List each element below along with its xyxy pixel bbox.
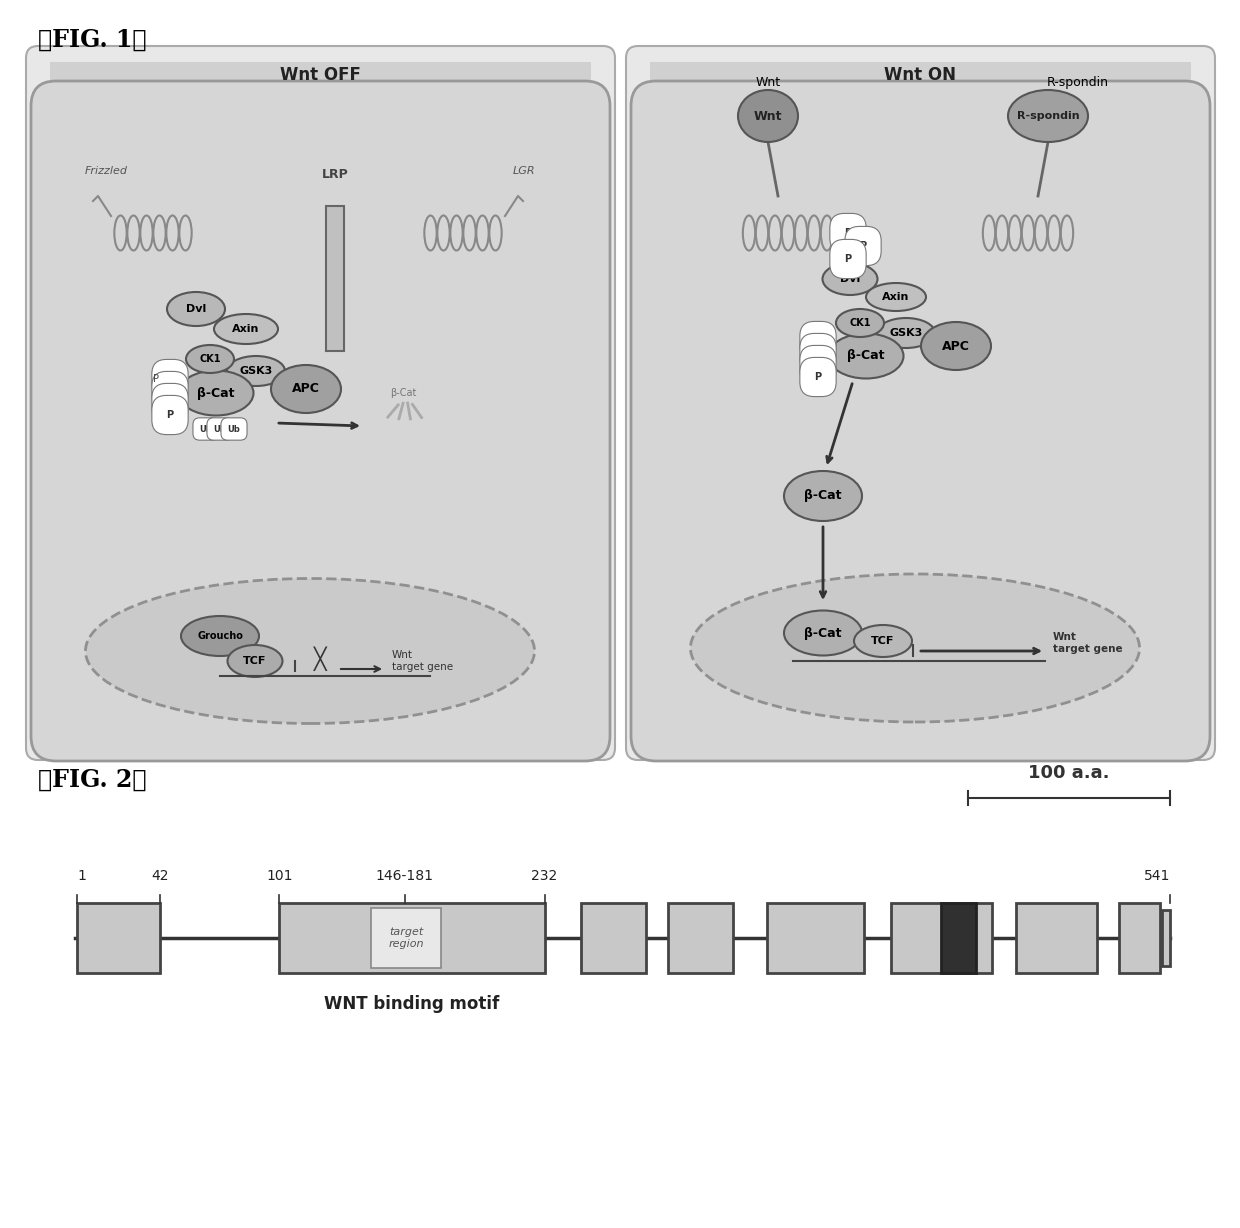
Ellipse shape	[179, 371, 253, 415]
Ellipse shape	[167, 292, 224, 325]
FancyBboxPatch shape	[31, 81, 610, 761]
Text: WNT binding motif: WNT binding motif	[325, 995, 500, 1013]
Text: P: P	[166, 375, 174, 384]
Text: 232: 232	[532, 869, 558, 883]
Text: Wnt
target gene: Wnt target gene	[1053, 632, 1122, 653]
Text: Axin: Axin	[883, 292, 910, 302]
Bar	[77, 903, 160, 973]
Text: LGR: LGR	[513, 166, 536, 176]
Text: β-Cat: β-Cat	[805, 490, 842, 502]
Ellipse shape	[186, 345, 234, 373]
Text: P: P	[815, 372, 822, 382]
FancyBboxPatch shape	[631, 81, 1210, 761]
Bar	[371, 907, 441, 968]
Bar	[1016, 903, 1097, 973]
Text: Ub: Ub	[200, 425, 212, 433]
Text: CK1: CK1	[200, 354, 221, 363]
Text: target
region: target region	[388, 927, 424, 949]
Ellipse shape	[836, 309, 884, 336]
Text: Dvl: Dvl	[839, 274, 861, 284]
Text: 42: 42	[151, 869, 169, 883]
Bar	[768, 903, 864, 973]
Ellipse shape	[1008, 90, 1087, 142]
FancyBboxPatch shape	[26, 45, 615, 760]
Ellipse shape	[738, 90, 799, 142]
Text: P: P	[815, 336, 822, 346]
Bar	[890, 903, 992, 973]
Ellipse shape	[227, 356, 285, 386]
Text: P: P	[815, 360, 822, 370]
Bar	[326, 206, 343, 351]
Text: 【FIG. 2】: 【FIG. 2】	[38, 768, 146, 792]
Ellipse shape	[866, 282, 926, 311]
Text: 101: 101	[267, 869, 293, 883]
Text: β-Cat: β-Cat	[805, 626, 842, 640]
Text: 100 a.a.: 100 a.a.	[1028, 764, 1110, 782]
Text: ╳: ╳	[314, 647, 326, 672]
Text: β-Cat: β-Cat	[197, 387, 234, 399]
Text: Wnt OFF: Wnt OFF	[280, 66, 361, 84]
Text: Ub: Ub	[228, 425, 241, 433]
Text: Wnt ON: Wnt ON	[884, 66, 956, 84]
Bar	[650, 61, 1190, 88]
Text: Wnt: Wnt	[754, 109, 782, 123]
Ellipse shape	[215, 314, 278, 344]
Bar	[1120, 903, 1159, 973]
Text: GSK3: GSK3	[889, 328, 923, 338]
Ellipse shape	[877, 318, 935, 348]
Bar	[1162, 910, 1171, 966]
Ellipse shape	[272, 365, 341, 413]
Text: CK1: CK1	[849, 318, 870, 328]
Ellipse shape	[227, 645, 283, 677]
Text: 541: 541	[1143, 869, 1171, 883]
Ellipse shape	[86, 578, 534, 723]
Bar	[668, 903, 733, 973]
Text: 【FIG. 1】: 【FIG. 1】	[38, 28, 146, 52]
Text: R-spondin: R-spondin	[1017, 111, 1079, 122]
Text: Wnt
target gene: Wnt target gene	[392, 650, 453, 672]
Text: APC: APC	[293, 382, 320, 395]
Bar	[50, 61, 591, 88]
Text: Axin: Axin	[232, 324, 259, 334]
Text: Groucho: Groucho	[197, 631, 243, 641]
Text: P: P	[815, 348, 822, 359]
Text: LRP: LRP	[321, 168, 348, 181]
Ellipse shape	[822, 263, 878, 295]
Bar	[582, 903, 646, 973]
Ellipse shape	[921, 322, 991, 370]
Ellipse shape	[691, 573, 1140, 722]
Text: P: P	[166, 386, 174, 395]
Text: TCF: TCF	[872, 636, 895, 646]
Ellipse shape	[854, 625, 911, 657]
Text: 1: 1	[77, 869, 86, 883]
Text: Wnt: Wnt	[755, 76, 780, 88]
Ellipse shape	[784, 610, 862, 656]
Text: β-Cat: β-Cat	[847, 350, 885, 362]
Text: R-spondin: R-spondin	[1047, 76, 1109, 88]
Text: Frizzled: Frizzled	[86, 166, 128, 176]
Ellipse shape	[828, 334, 904, 378]
Text: TCF: TCF	[243, 656, 267, 666]
Text: P: P	[844, 254, 852, 264]
Text: P: P	[859, 241, 867, 251]
Text: Ub: Ub	[213, 425, 227, 433]
Text: 146-181: 146-181	[376, 869, 434, 883]
Text: APC: APC	[942, 339, 970, 352]
Text: GSK3: GSK3	[239, 366, 273, 376]
Bar	[941, 903, 976, 973]
Ellipse shape	[784, 472, 862, 521]
Text: P: P	[166, 410, 174, 420]
Bar	[279, 903, 544, 973]
Text: P: P	[153, 375, 159, 384]
Text: P: P	[166, 398, 174, 408]
FancyBboxPatch shape	[626, 45, 1215, 760]
Text: P: P	[844, 228, 852, 238]
Ellipse shape	[181, 616, 259, 656]
Text: β-Cat: β-Cat	[389, 388, 417, 398]
Text: Dvl: Dvl	[186, 305, 206, 314]
